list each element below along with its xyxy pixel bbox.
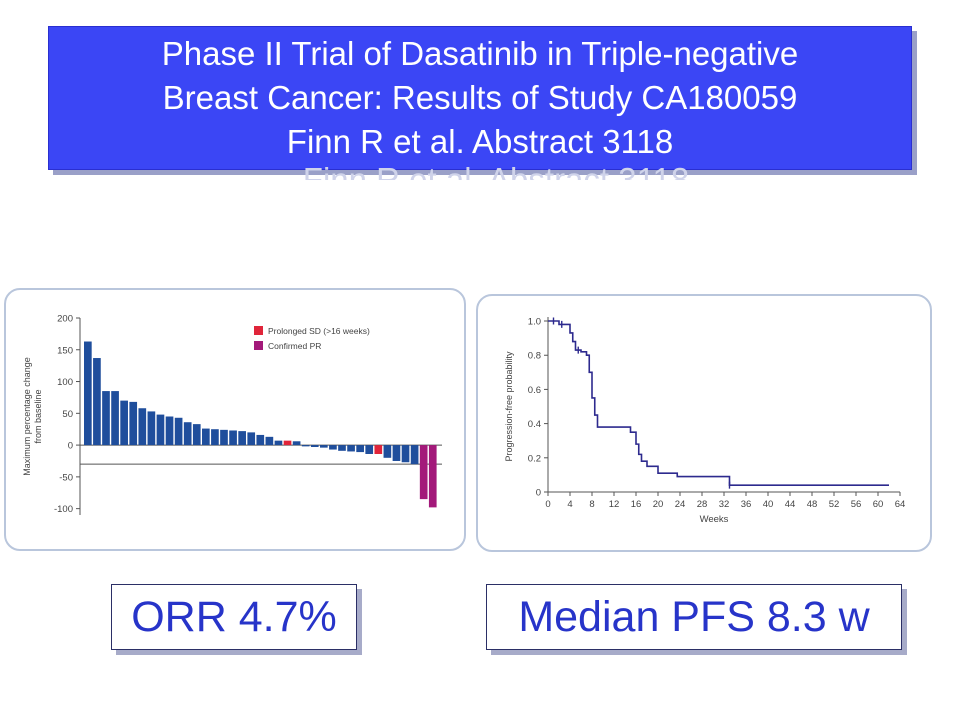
bar	[410, 445, 419, 465]
bar	[356, 445, 364, 453]
bar	[292, 441, 301, 446]
bar	[84, 341, 92, 446]
y-axis-label-line-2: from baseline	[33, 389, 43, 443]
orr-label: ORR 4.7%	[111, 584, 357, 650]
bar	[265, 436, 274, 446]
bar	[329, 445, 337, 450]
y-axis-label-line-1: Maximum percentage change	[22, 357, 32, 476]
x-tick-label: 16	[631, 499, 642, 510]
x-tick-label: 36	[741, 499, 752, 510]
slide-title: Phase II Trial of Dasatinib in Triple-ne…	[48, 26, 912, 170]
y-tick-label: 0.4	[528, 419, 541, 430]
bar	[93, 358, 101, 446]
x-tick-label: 56	[851, 499, 862, 510]
y-tick-label: 150	[57, 345, 73, 356]
bar	[401, 445, 410, 463]
title-reflection: Finn R et al. Abstract 3118	[302, 161, 690, 180]
legend-swatch	[254, 341, 263, 350]
y-tick-label: 200	[57, 314, 73, 325]
x-tick-label: 24	[675, 499, 686, 510]
legend-label: Confirmed PR	[268, 341, 321, 351]
legend-label: Prolonged SD (>16 weeks)	[268, 326, 370, 336]
bar	[283, 440, 292, 446]
title-line-2: Breast Cancer: Results of Study CA180059	[162, 79, 798, 116]
pfs-curve-line	[548, 320, 889, 486]
bar	[120, 400, 128, 446]
x-tick-label: 8	[589, 499, 594, 510]
waterfall-chart-panel: 200 150 100 50 0 -50 -100 Maximum percentage ch…	[4, 288, 466, 551]
legend-swatch	[254, 326, 263, 335]
bar	[156, 414, 165, 446]
x-tick-label: 20	[653, 499, 664, 510]
bar	[102, 391, 110, 446]
bar	[256, 434, 265, 446]
y-tick-label: 0	[536, 488, 541, 499]
x-tick-label: 52	[829, 499, 840, 510]
y-tick-label: 0.2	[528, 453, 541, 464]
bar	[111, 391, 119, 446]
x-tick-label: 64	[895, 499, 906, 510]
bar	[129, 401, 138, 446]
bar	[383, 445, 392, 458]
title-line-3: Finn R et al. Abstract 3118	[286, 123, 674, 160]
bar	[310, 445, 319, 448]
bar	[211, 429, 219, 446]
pfs-curve-panel: 0 0.2 0.4 0.6 0.8 1.0 0 4 8 12 16 20 24 28 32 36 40 44 48 5…	[476, 294, 932, 552]
x-tick-label: 0	[545, 499, 550, 510]
bar	[165, 416, 174, 446]
x-tick-label: 44	[785, 499, 796, 510]
bar	[183, 422, 192, 446]
bar	[138, 408, 147, 446]
bar	[247, 432, 256, 446]
x-tick-label: 40	[763, 499, 774, 510]
bar	[428, 445, 437, 508]
y-tick-label: -100	[54, 504, 73, 515]
waterfall-chart: 200 150 100 50 0 -50 -100 Maximum percentage ch…	[22, 314, 442, 515]
bar	[174, 417, 183, 446]
x-tick-label: 28	[697, 499, 708, 510]
x-tick-label: 32	[719, 499, 730, 510]
bar	[202, 428, 210, 446]
bar	[274, 440, 283, 446]
y-tick-label: 100	[57, 377, 73, 388]
bar	[338, 445, 346, 451]
bar	[220, 429, 228, 446]
x-tick-label: 48	[807, 499, 818, 510]
bar	[347, 445, 355, 452]
bar	[320, 445, 328, 448]
bar	[374, 445, 383, 454]
y-tick-label: 0	[68, 441, 73, 452]
y-tick-label: 1.0	[528, 317, 541, 328]
bar	[392, 445, 401, 461]
median-pfs-label: Median PFS 8.3 w	[486, 584, 902, 650]
bar	[147, 411, 156, 446]
bar	[238, 431, 246, 446]
bar	[229, 430, 237, 446]
bar	[365, 445, 374, 454]
y-tick-label: 0.8	[528, 351, 541, 362]
y-tick-label: 50	[62, 409, 73, 420]
pfs-curve-chart: 00.20.40.60.81.00 4 8 12 16 20 24 28 32 36 40 44 48 5…	[504, 317, 906, 526]
y-tick-label: -50	[59, 472, 73, 483]
bar	[192, 424, 201, 446]
y-axis-label: Progression-free probability	[504, 351, 514, 462]
title-line-1: Phase II Trial of Dasatinib in Triple-ne…	[161, 35, 799, 72]
y-tick-label: 0.6	[528, 385, 541, 396]
bar	[419, 445, 428, 500]
x-tick-label: 12	[609, 499, 620, 510]
x-tick-label: 60	[873, 499, 884, 510]
bar	[301, 445, 310, 447]
x-axis-label: Weeks	[700, 514, 729, 525]
x-tick-label: 4	[567, 499, 572, 510]
